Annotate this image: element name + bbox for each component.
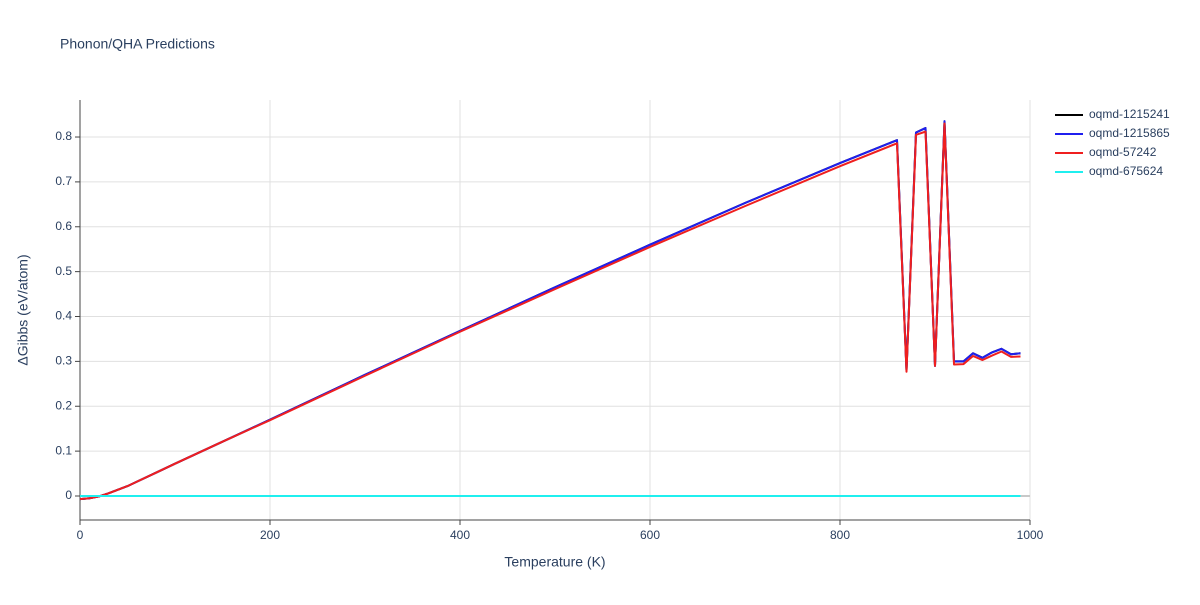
legend-label: oqmd-1215241: [1089, 107, 1170, 121]
x-tick-label: 1000: [1017, 528, 1044, 542]
y-tick-label: 0.1: [55, 443, 72, 457]
legend-label: oqmd-1215865: [1089, 126, 1170, 140]
legend-label: oqmd-675624: [1089, 164, 1163, 178]
x-tick-label: 800: [830, 528, 850, 542]
y-axis-title: ΔGibbs (eV/atom): [15, 254, 31, 365]
chart-title: Phonon/QHA Predictions: [60, 36, 215, 52]
y-tick-label: 0.6: [55, 219, 72, 233]
y-tick-label: 0.5: [55, 264, 72, 278]
x-tick-label: 200: [260, 528, 280, 542]
y-tick-label: 0.8: [55, 129, 72, 143]
y-tick-label: 0.3: [55, 354, 72, 368]
y-tick-label: 0.4: [55, 309, 72, 323]
y-tick-label: 0.7: [55, 174, 72, 188]
legend-label: oqmd-57242: [1089, 145, 1157, 159]
x-tick-label: 400: [450, 528, 470, 542]
data-line: [79, 122, 1021, 501]
x-tick-label: 600: [640, 528, 660, 542]
x-axis-title: Temperature (K): [504, 554, 605, 570]
x-tick-label: 0: [77, 528, 84, 542]
y-tick-label: 0.2: [55, 398, 72, 412]
y-tick-label: 0: [65, 488, 72, 502]
